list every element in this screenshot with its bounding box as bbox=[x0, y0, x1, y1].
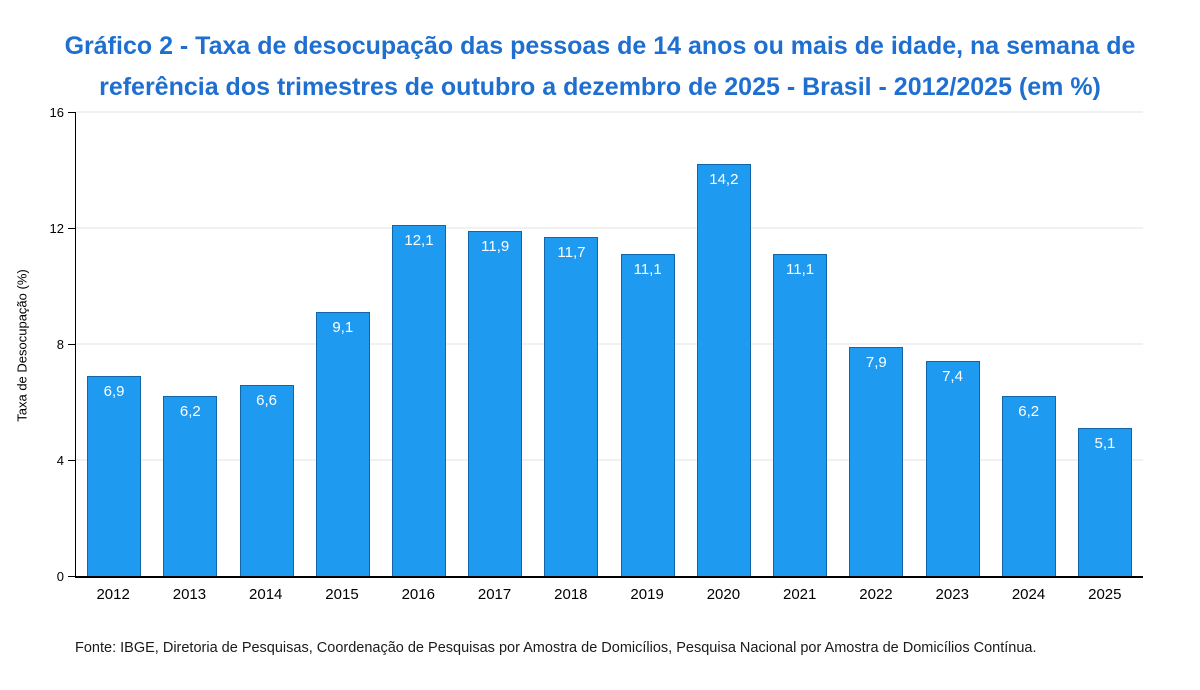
bar-value-label: 11,7 bbox=[557, 243, 586, 261]
bar-value-label: 5,1 bbox=[1094, 435, 1116, 453]
y-axis-label: Taxa de Desocupação (%) bbox=[14, 269, 30, 422]
x-axis-labels: 2012 2013 2014 2015 2016 2017 2018 2019 2020 2021… bbox=[75, 586, 1143, 603]
y-tick-label: 16 bbox=[49, 105, 64, 120]
y-tick-label: 4 bbox=[56, 453, 64, 468]
x-axis-label: 2014 bbox=[249, 586, 283, 603]
gridline bbox=[76, 227, 1143, 229]
y-tick-label: 0 bbox=[56, 569, 64, 584]
bar-value-label: 9,1 bbox=[332, 319, 354, 337]
x-axis-label: 2020 bbox=[706, 586, 741, 603]
bar-2024: 6,2 bbox=[1001, 396, 1056, 576]
bar-2021: 11,1 bbox=[773, 254, 828, 576]
bars-row: 6,9 6,2 6,6 9,1 12,1 11,9 11,7 11,1 14,2 11,1 7,9 7… bbox=[76, 112, 1143, 576]
x-axis-label: 2015 bbox=[325, 586, 359, 603]
gridline bbox=[76, 111, 1143, 113]
bar-slot: 6,9 bbox=[76, 112, 152, 576]
x-axis-label: 2018 bbox=[554, 586, 588, 603]
x-axis-label: 2021 bbox=[782, 586, 817, 603]
bar-slot: 7,9 bbox=[838, 112, 914, 576]
bar-slot: 6,2 bbox=[152, 112, 228, 576]
bar-value-label: 11,9 bbox=[481, 237, 510, 255]
x-axis-label: 2022 bbox=[859, 586, 893, 603]
chart-title: Gráfico 2 - Taxa de desocupação das pess… bbox=[64, 32, 1136, 101]
bar-2014: 6,6 bbox=[239, 384, 294, 576]
bar-value-label: 11,1 bbox=[786, 261, 815, 279]
bar-slot: 9,1 bbox=[305, 112, 381, 576]
bar-2020: 14,2 bbox=[696, 164, 751, 576]
bar-slot: 11,1 bbox=[610, 112, 686, 576]
grid-layer: 0 4 8 12 16 bbox=[50, 105, 1143, 584]
y-tick-label: 12 bbox=[49, 221, 64, 236]
y-tick-mark bbox=[68, 343, 76, 345]
bar-slot: 11,7 bbox=[533, 112, 609, 576]
bar-slot: 5,1 bbox=[1067, 112, 1143, 576]
x-axis-label: 2016 bbox=[401, 586, 435, 603]
bar-slot: 11,1 bbox=[762, 112, 838, 576]
bar-value-label: 6,2 bbox=[179, 403, 201, 421]
y-tick-mark bbox=[68, 575, 76, 577]
bar-2017: 11,9 bbox=[468, 230, 523, 576]
bar-value-label: 6,6 bbox=[256, 391, 277, 409]
gridline bbox=[76, 343, 1143, 345]
bar-slot: 11,9 bbox=[457, 112, 533, 576]
bar-value-label: 7,9 bbox=[865, 353, 887, 371]
x-axis-label: 2025 bbox=[1088, 586, 1122, 603]
bar-2025: 5,1 bbox=[1077, 428, 1132, 576]
bar-value-label: 7,4 bbox=[942, 368, 963, 386]
bar-2023: 7,4 bbox=[925, 361, 980, 576]
plot-area: 0 4 8 12 16 6,9 6,2 6,6 9,1 12,1 11,9 11,7 11,1 14,2… bbox=[50, 105, 1143, 584]
bar-2015: 9,1 bbox=[315, 312, 370, 576]
bar-value-label: 6,2 bbox=[1018, 403, 1040, 421]
bar-value-label: 14,2 bbox=[709, 171, 739, 189]
source-note: Fonte: IBGE, Diretoria de Pesquisas, Coo… bbox=[75, 640, 1037, 656]
bar-2018: 11,7 bbox=[544, 236, 599, 576]
y-tick-mark bbox=[68, 111, 76, 113]
bar-slot: 14,2 bbox=[686, 112, 762, 576]
x-axis-label: 2023 bbox=[935, 586, 969, 603]
bar-slot: 6,6 bbox=[228, 112, 304, 576]
bar-2012: 6,9 bbox=[87, 375, 142, 576]
x-axis-label: 2017 bbox=[477, 586, 512, 603]
bar-value-label: 11,1 bbox=[633, 261, 662, 279]
x-axis-label: 2012 bbox=[96, 586, 130, 603]
bar-2022: 7,9 bbox=[849, 346, 904, 576]
x-axis-label: 2024 bbox=[1011, 586, 1046, 603]
bar-value-label: 12,1 bbox=[404, 232, 434, 250]
bar-slot: 6,2 bbox=[991, 112, 1067, 576]
gridline bbox=[76, 459, 1143, 461]
y-tick-label: 8 bbox=[56, 337, 64, 352]
bar-value-label: 6,9 bbox=[103, 382, 125, 400]
bar-2019: 11,1 bbox=[620, 254, 675, 576]
bar-2016: 12,1 bbox=[391, 225, 446, 576]
bar-slot: 12,1 bbox=[381, 112, 457, 576]
bar-2013: 6,2 bbox=[163, 396, 218, 576]
bar-slot: 7,4 bbox=[914, 112, 990, 576]
y-tick-mark bbox=[68, 459, 76, 461]
x-axis-label: 2019 bbox=[630, 586, 664, 603]
x-axis-label: 2013 bbox=[172, 586, 207, 603]
y-tick-mark bbox=[68, 227, 76, 229]
